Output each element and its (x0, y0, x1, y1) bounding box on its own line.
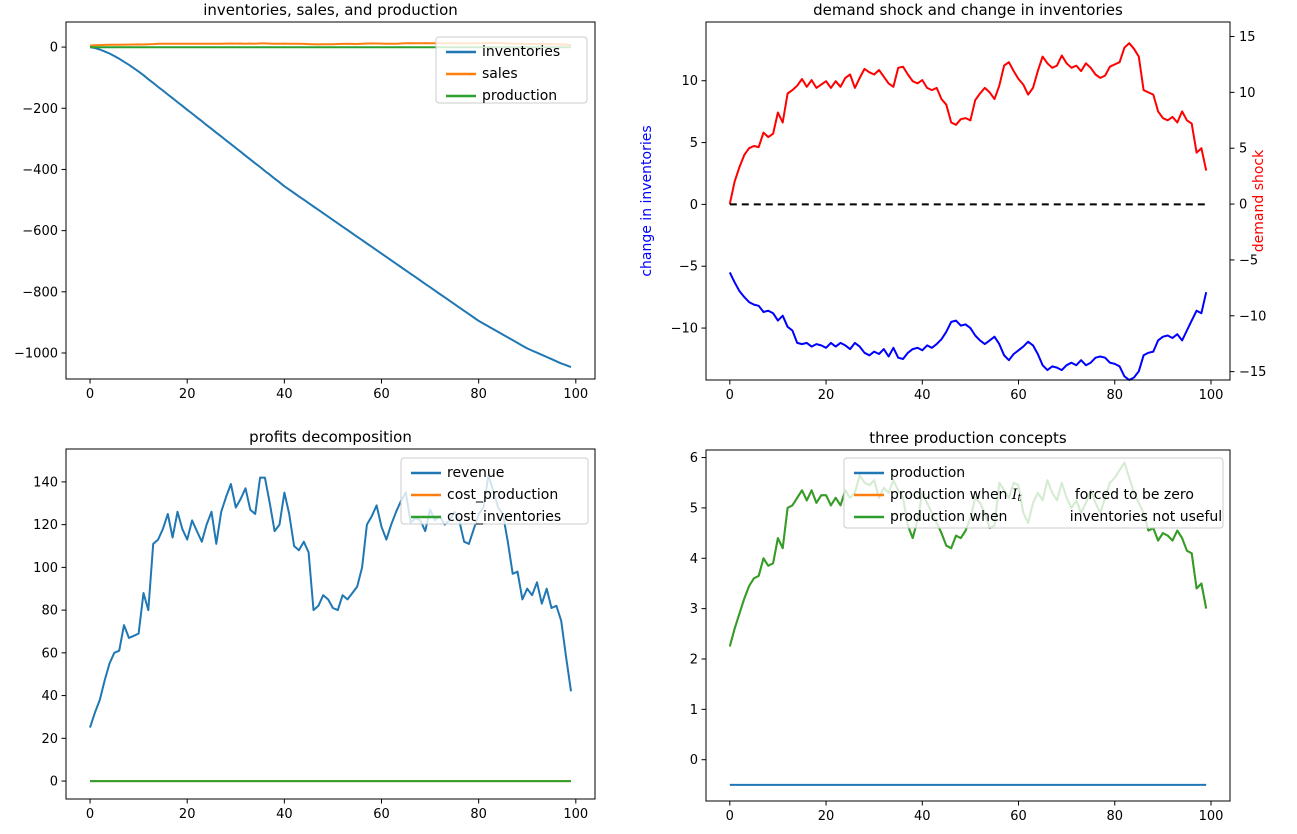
subplot-2-ytick-right-label: −15 (1239, 365, 1266, 380)
subplot-3-ytick-label: 140 (33, 475, 58, 490)
subplot-2-title: demand shock and change in inventories (813, 1, 1123, 19)
subplot-1-xtick-label: 60 (373, 387, 390, 402)
subplot-2-ytick-label: 0 (690, 198, 698, 213)
subplot-1-ytick-label: −600 (22, 224, 58, 239)
subplot-1-ytick-label: −800 (22, 285, 58, 300)
subplot-4-xtick-label: 80 (1106, 809, 1123, 824)
subplot-3-ytick-label: 0 (50, 775, 58, 790)
subplot-3-xtick-label: 100 (563, 807, 588, 822)
subplot-2-ytick-right-label: 5 (1239, 142, 1247, 157)
subplot-3-legend-box (400, 457, 589, 525)
subplot-1-legend-box (435, 36, 588, 104)
subplot-3-ytick-label: 100 (33, 561, 58, 576)
subplot-2-line-change-in-inventories (728, 271, 1208, 381)
subplot-2-xtick-label: 0 (726, 388, 734, 403)
subplot-3-xtick-label: 20 (179, 807, 196, 822)
subplot-1-xtick-label: 20 (179, 387, 196, 402)
subplot-1-xtick-label: 100 (563, 387, 588, 402)
subplot-1-line-inventories (89, 46, 572, 369)
subplot-4-xtick-label: 20 (818, 809, 835, 824)
subplot-4-legend-box (843, 457, 1224, 529)
subplot-4-xtick-label: 60 (1010, 809, 1027, 824)
subplot-2-xtick-label: 40 (914, 388, 931, 403)
subplot-2-xtick-label: 100 (1199, 388, 1224, 403)
subplot-2-ytick-right-label: 15 (1239, 30, 1256, 45)
subplot-1-ytick-label: 0 (50, 41, 58, 56)
subplot-2-xtick-label: 20 (818, 388, 835, 403)
subplot-4-ytick-label: 6 (690, 451, 698, 466)
subplot-1-spines (65, 21, 596, 380)
subplot-2-ytick-right-label: −10 (1239, 309, 1266, 324)
subplot-2-spines (705, 21, 1231, 381)
subplot-1-xtick-label: 40 (276, 387, 293, 402)
subplot-4-xtick-label: 40 (914, 809, 931, 824)
subplot-2-ytick-right-label: −5 (1239, 253, 1258, 268)
subplot-1-ytick-label: −200 (22, 102, 58, 117)
subplot-3-xtick-label: 60 (373, 807, 390, 822)
subplot-2-ytick-label: −10 (671, 322, 698, 337)
subplot-3-xtick-label: 0 (86, 807, 94, 822)
subplot-4-ytick-label: 4 (690, 552, 698, 567)
subplot-4-spines (705, 449, 1231, 802)
subplot-4-title: three production concepts (869, 429, 1067, 447)
subplot-4-ytick-label: 1 (690, 703, 698, 718)
subplot-3-ytick-label: 20 (41, 732, 58, 747)
subplot-1-ytick-label: −1000 (14, 346, 58, 361)
subplot-2-ytick-label: −5 (679, 260, 698, 275)
subplot-3-xtick-label: 40 (276, 807, 293, 822)
subplot-4-xtick-label: 100 (1199, 809, 1224, 824)
subplot-1-ytick-label: −400 (22, 163, 58, 178)
subplot-4-xtick-label: 0 (726, 809, 734, 824)
subplot-2-ylabel-left: change in inventories (639, 125, 655, 276)
subplot-2-ytick-label: 5 (690, 136, 698, 151)
subplot-3-ytick-label: 120 (33, 518, 58, 533)
subplot-3-ytick-label: 40 (41, 689, 58, 704)
subplot-1-title: inventories, sales, and production (203, 1, 458, 19)
subplot-4-ytick-label: 3 (690, 602, 698, 617)
subplot-4-ytick-label: 0 (690, 753, 698, 768)
subplot-3-ytick-label: 80 (41, 604, 58, 619)
subplot-2-ylabel-right: demand shock (1251, 149, 1267, 252)
subplot-1-xtick-label: 80 (470, 387, 487, 402)
subplot-2-ytick-right-label: 0 (1239, 198, 1247, 213)
subplot-4-ytick-label: 2 (690, 652, 698, 667)
subplot-2-xtick-label: 80 (1106, 388, 1123, 403)
subplot-4-ytick-label: 5 (690, 501, 698, 516)
subplot-1-xtick-label: 0 (86, 387, 94, 402)
subplot-2-ytick-label: 10 (681, 74, 698, 89)
subplot-3-ytick-label: 60 (41, 646, 58, 661)
subplot-3-xtick-label: 80 (470, 807, 487, 822)
subplot-2-line-demand-shock (728, 42, 1208, 205)
subplot-2-xtick-label: 60 (1010, 388, 1027, 403)
subplot-3-title: profits decomposition (249, 428, 412, 446)
subplot-2-ytick-right-label: 10 (1239, 86, 1256, 101)
subplot-3-spines (65, 448, 596, 800)
